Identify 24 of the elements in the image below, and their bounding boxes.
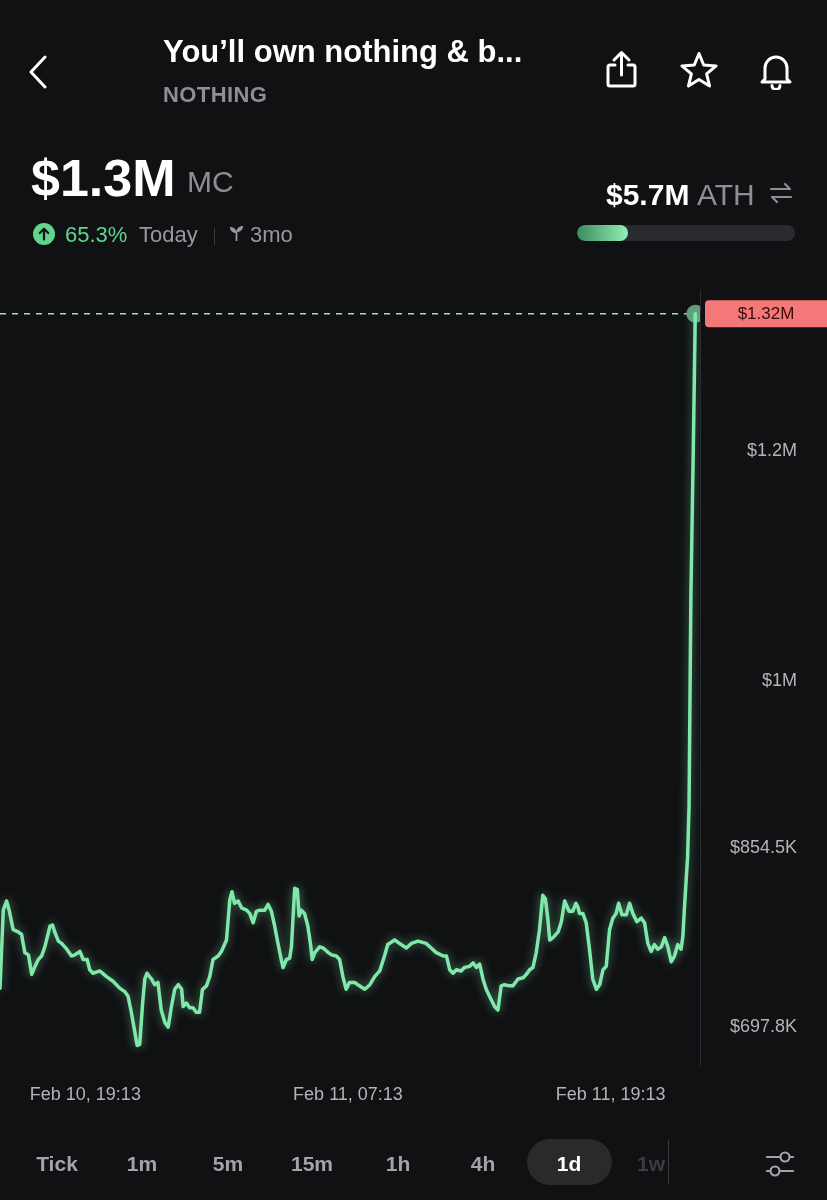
text: Today [139,222,198,247]
text: 5m [211,1152,245,1175]
y-tick-label: $854.5K [729,836,797,857]
x-tick-label: Feb 11, 07:13 [293,1083,403,1104]
text: 1m [125,1152,159,1175]
text: $5.7M [606,178,690,211]
x-tick-label: Feb 11, 19:13 [555,1083,666,1104]
text: 1h [384,1152,412,1175]
x-tick-label: Feb 10, 19:13 [29,1083,141,1104]
text: 4h [469,1152,497,1175]
chart-title: You’ll own nothing & b... [163,34,523,69]
text: $1.3M [31,149,176,207]
text: 3mo [250,222,293,247]
y-tick-label: $1M [761,669,797,690]
text: MC [187,165,234,198]
y-tick-label: $697.8K [729,1016,797,1037]
chart-subtitle: NOTHING [163,82,268,107]
text: 15m [290,1152,334,1175]
ref-line-label: $1.32M [737,304,795,324]
text: 1d [555,1152,583,1175]
text: ATH [697,178,755,211]
y-tick-label: $1.2M [746,440,797,461]
text: 65.3% [65,222,128,247]
text: Tick [35,1152,79,1175]
